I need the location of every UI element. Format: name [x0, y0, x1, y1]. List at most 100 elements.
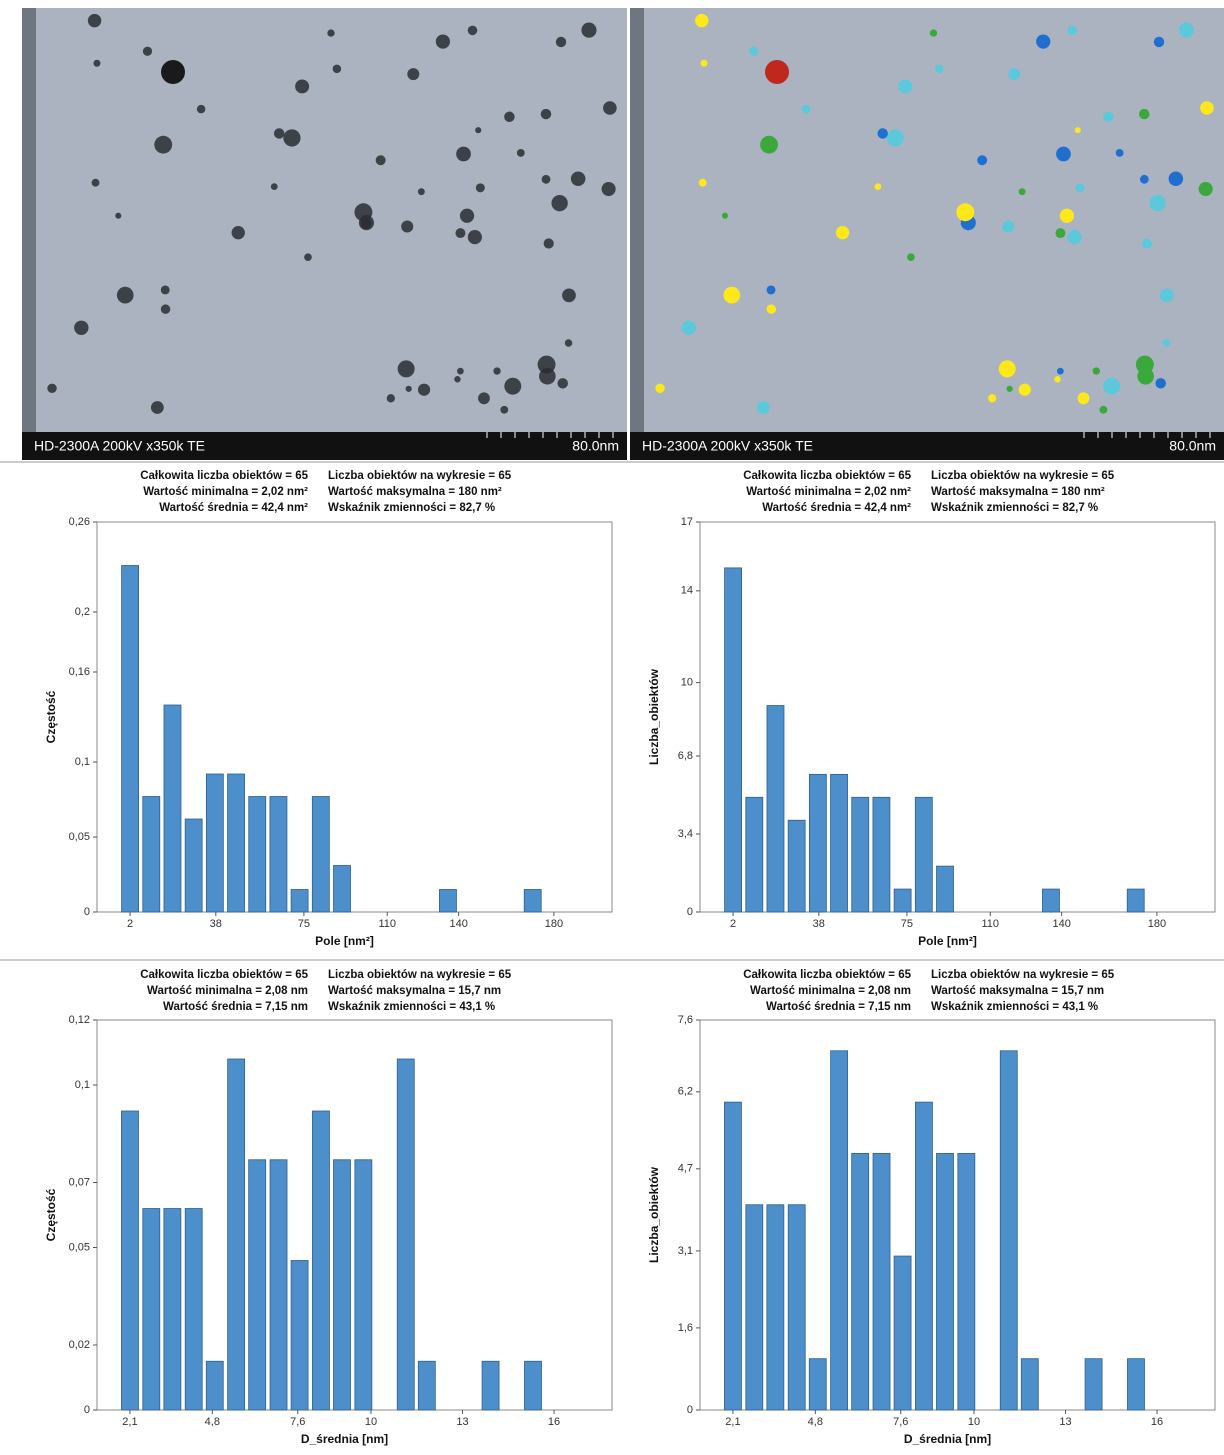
particle	[877, 128, 888, 139]
particle	[475, 127, 482, 134]
y-tick-label: 10	[681, 676, 693, 688]
image-caption: HD-2300A 200kV x350k TE	[34, 438, 205, 454]
x-tick-label: 2	[730, 918, 736, 930]
particle	[1135, 355, 1154, 374]
summary-stat: Liczba obiektów na wykresie = 65	[931, 969, 1115, 981]
bar	[333, 865, 351, 913]
particle	[456, 146, 471, 162]
particle	[766, 285, 776, 295]
x-tick-label: 7,6	[893, 1416, 908, 1428]
bar	[1084, 1358, 1103, 1411]
particle	[874, 183, 882, 190]
particle	[1153, 36, 1165, 48]
bar	[957, 1153, 976, 1411]
summary-stat: Liczba obiektów na wykresie = 65	[328, 470, 512, 482]
particle	[332, 64, 342, 74]
particle	[196, 104, 206, 114]
bar	[745, 796, 764, 913]
particle	[1200, 101, 1214, 115]
summary-stat: Wskaźnik zmienności = 82,7 %	[931, 502, 1098, 514]
y-tick-label: 0,16	[69, 666, 90, 678]
particle	[929, 29, 938, 37]
particle	[1178, 22, 1195, 38]
bar	[851, 1153, 870, 1411]
particle	[886, 129, 904, 147]
particle	[74, 320, 89, 335]
x-tick-label: 16	[1151, 1416, 1163, 1428]
y-tick-label: 4,7	[678, 1163, 693, 1175]
bar	[1020, 1358, 1039, 1411]
particle	[1056, 146, 1071, 162]
particle	[231, 225, 245, 240]
y-tick-label: 0,1	[75, 756, 90, 768]
x-tick-label: 38	[813, 918, 825, 930]
y-tick-label: 6,8	[678, 750, 693, 762]
image-caption: HD-2300A 200kV x350k TE	[642, 438, 813, 454]
micrograph	[630, 8, 1224, 432]
particle	[555, 36, 567, 48]
bar	[227, 1058, 246, 1411]
y-tick-label: 0,07	[69, 1176, 90, 1188]
bar	[745, 1204, 764, 1411]
bar	[184, 818, 203, 913]
bar	[354, 1159, 373, 1411]
particle	[570, 171, 586, 186]
y-tick-label: 0,26	[69, 516, 90, 528]
particle	[160, 304, 171, 314]
particle	[835, 225, 850, 240]
bar	[439, 889, 457, 913]
x-tick-label: 75	[298, 918, 310, 930]
bar	[481, 1360, 500, 1411]
particle	[603, 101, 617, 115]
bar	[1127, 1358, 1145, 1411]
x-tick-label: 2,1	[122, 1416, 137, 1428]
particle	[1059, 208, 1075, 223]
bar	[248, 796, 267, 913]
particle	[397, 360, 415, 378]
micrograph	[22, 8, 627, 432]
y-axis-label: Częstość	[44, 1188, 58, 1241]
particle	[1139, 174, 1149, 184]
x-tick-label: 140	[449, 918, 467, 930]
x-tick-label: 7,6	[290, 1416, 305, 1428]
particle	[695, 13, 709, 28]
summary-stat: Wartość średnia = 42,4 nm²	[159, 502, 308, 514]
particle	[1092, 367, 1100, 375]
particle	[375, 155, 386, 166]
bar	[205, 773, 224, 913]
summary-stat: Wartość minimalna = 2,08 nm	[750, 985, 911, 997]
summary-stat: Całkowita liczba obiektów = 65	[743, 470, 911, 482]
bar	[163, 704, 182, 913]
summary-stat: Wskaźnik zmienności = 82,7 %	[328, 502, 495, 514]
summary-stat: Liczba obiektów na wykresie = 65	[328, 969, 512, 981]
x-tick-label: 110	[981, 918, 999, 930]
particle	[988, 394, 997, 403]
x-tick-label: 38	[210, 918, 222, 930]
summary-stat: Wskaźnik zmienności = 43,1 %	[328, 1001, 495, 1013]
particle	[500, 405, 509, 414]
x-tick-label: 10	[365, 1416, 377, 1428]
bar	[523, 889, 542, 913]
bar	[269, 796, 288, 913]
y-tick-label: 6,2	[678, 1086, 693, 1098]
bar	[999, 1050, 1018, 1411]
particle	[907, 253, 915, 261]
x-axis-label: D_średnia [nm]	[904, 1432, 991, 1446]
bar	[808, 773, 827, 913]
particle	[1002, 220, 1015, 233]
particle	[756, 401, 770, 414]
particle	[1103, 111, 1114, 123]
summary-stat: Wartość maksymalna = 15,7 nm	[931, 985, 1104, 997]
bar	[724, 1101, 742, 1411]
particle	[760, 135, 778, 154]
y-tick-label: 0,02	[69, 1339, 90, 1351]
micrograph-edge	[630, 8, 644, 432]
y-tick-label: 0,05	[69, 1241, 90, 1253]
particle	[1074, 127, 1081, 134]
particle	[723, 286, 741, 304]
particle	[540, 108, 552, 120]
bar	[724, 567, 742, 913]
x-tick-label: 10	[968, 1416, 980, 1428]
particle	[1103, 377, 1121, 395]
bar	[121, 565, 139, 913]
